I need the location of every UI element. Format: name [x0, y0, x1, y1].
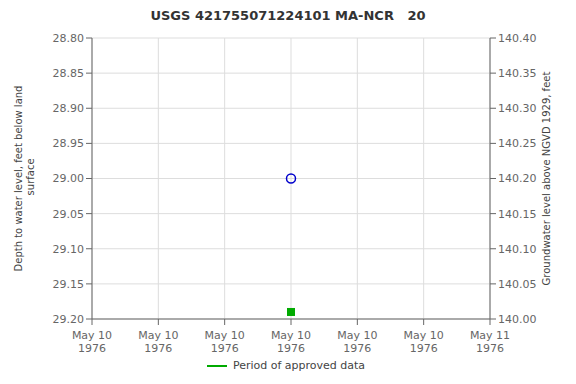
svg-text:28.85: 28.85: [53, 67, 85, 80]
svg-text:140.30: 140.30: [498, 102, 537, 115]
svg-text:140.15: 140.15: [498, 208, 537, 221]
svg-text:May 111976: May 111976: [470, 329, 510, 355]
svg-text:140.20: 140.20: [498, 172, 537, 185]
svg-text:29.05: 29.05: [53, 208, 85, 221]
svg-text:140.35: 140.35: [498, 67, 537, 80]
svg-text:140.40: 140.40: [498, 32, 537, 45]
svg-text:29.15: 29.15: [53, 278, 85, 291]
svg-text:29.00: 29.00: [53, 172, 85, 185]
svg-text:140.25: 140.25: [498, 137, 537, 150]
svg-text:May 101976: May 101976: [205, 329, 245, 355]
svg-text:140.10: 140.10: [498, 243, 537, 256]
svg-text:29.20: 29.20: [53, 313, 85, 326]
svg-text:May 101976: May 101976: [337, 329, 377, 355]
svg-text:28.90: 28.90: [53, 102, 85, 115]
svg-text:29.10: 29.10: [53, 243, 85, 256]
svg-text:28.95: 28.95: [53, 137, 85, 150]
svg-text:140.00: 140.00: [498, 313, 537, 326]
svg-text:Groundwater level above NGVD 1: Groundwater level above NGVD 1929, feet: [541, 72, 552, 286]
svg-text:May 101976: May 101976: [271, 329, 311, 355]
svg-text:140.05: 140.05: [498, 278, 537, 291]
svg-text:28.80: 28.80: [53, 32, 85, 45]
svg-text:Depth to water level, feet bel: Depth to water level, feet below land su…: [13, 86, 36, 272]
svg-text:May 101976: May 101976: [404, 329, 444, 355]
svg-text:May 101976: May 101976: [72, 329, 112, 355]
html-text:USGS 421755071224101 MA-NCR 20: USGS 421755071224101 MA-NCR 20: [150, 8, 426, 23]
svg-text:May 101976: May 101976: [138, 329, 178, 355]
html-text:Period of approved data: Period of approved data: [232, 359, 366, 372]
